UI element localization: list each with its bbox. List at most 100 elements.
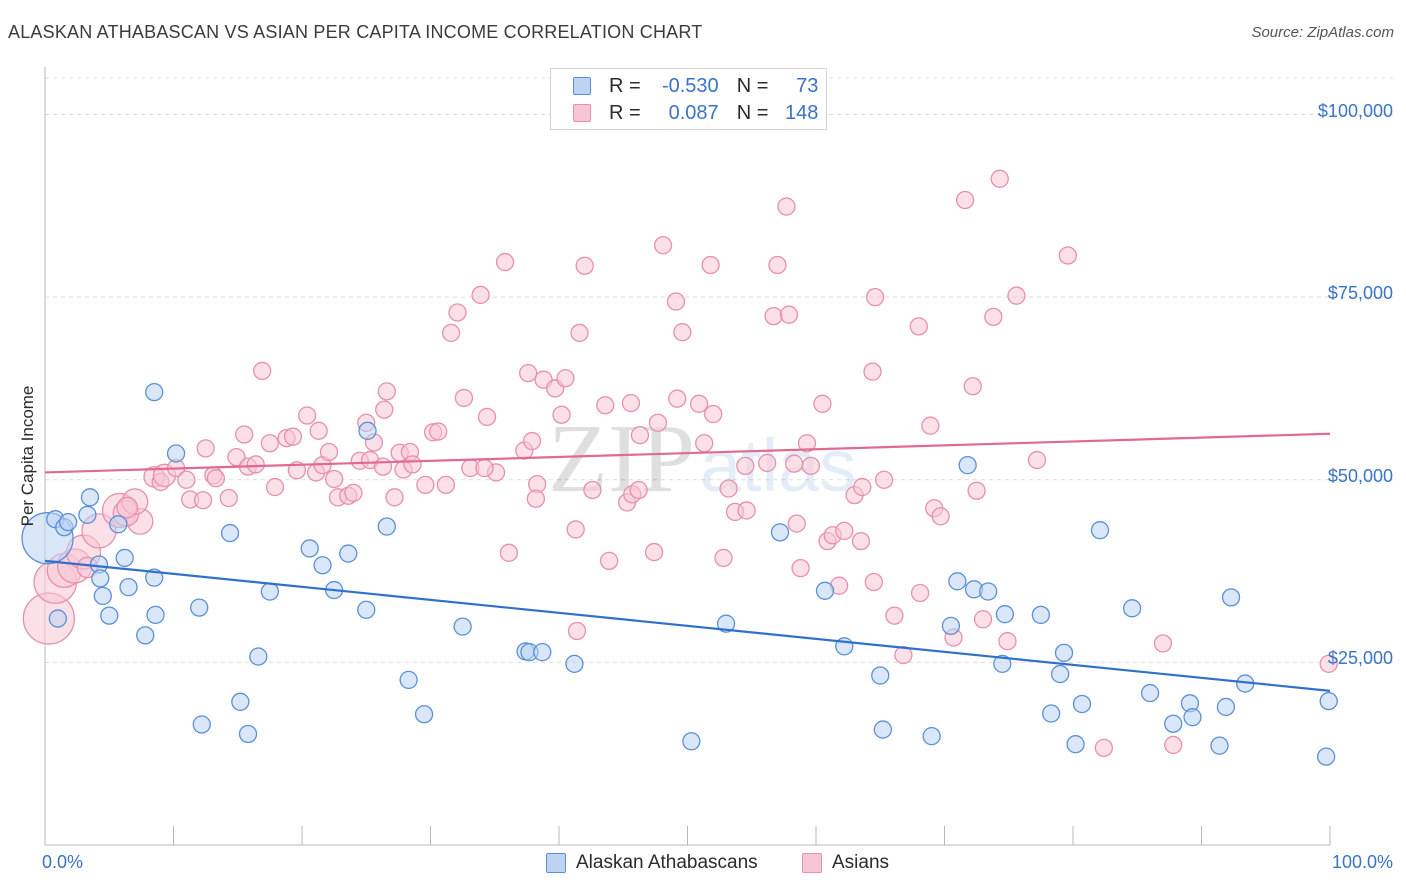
- legend-label: Alaskan Athabascans: [576, 852, 758, 873]
- asian-point: [990, 169, 1009, 188]
- asian-point: [695, 434, 714, 453]
- athabascan-point: [238, 724, 258, 744]
- series-legend: Alaskan Athabascans Asians: [0, 852, 1406, 878]
- athabascan-point: [91, 569, 110, 588]
- legend-item-athabascans[interactable]: Alaskan Athabascans: [546, 852, 758, 874]
- asian-point: [441, 323, 461, 343]
- athabascan-point: [1031, 605, 1051, 625]
- asian-point: [253, 361, 272, 381]
- athabascan-point: [115, 548, 134, 568]
- y-tick-label: $100,000: [1317, 100, 1393, 121]
- legend-row-asians: R = 0.087 N = 148: [573, 101, 818, 125]
- legend-item-asians[interactable]: Asians: [802, 852, 889, 874]
- asian-point: [567, 621, 587, 641]
- asian-point: [193, 491, 213, 510]
- athabascan-point: [1221, 588, 1241, 607]
- asian-point: [668, 389, 687, 408]
- legend-row-athabascans: R = -0.530 N = 73: [573, 74, 819, 98]
- alaskan-athabascans-points: [21, 382, 1338, 766]
- athabascan-point: [119, 577, 138, 597]
- asian-point: [955, 190, 975, 210]
- asian-point: [787, 514, 806, 533]
- athabascan-point: [48, 609, 67, 628]
- legend-label: Asians: [832, 852, 890, 873]
- athabascan-point: [1122, 599, 1142, 618]
- asian-point: [701, 255, 720, 275]
- asian-point: [377, 382, 396, 401]
- athabascan-point: [941, 616, 961, 636]
- athabascan-point: [716, 614, 736, 633]
- asian-point: [522, 431, 542, 451]
- asian-point: [599, 551, 619, 570]
- athabascan-point: [873, 720, 892, 739]
- athabascan-point: [533, 643, 552, 662]
- athabascan-point: [220, 523, 240, 543]
- asian-point: [737, 501, 756, 520]
- r-label: R =: [609, 74, 641, 97]
- x-tick-label-max: 100.0%: [1331, 852, 1393, 872]
- asian-point: [246, 455, 265, 474]
- athabascan-point: [1319, 691, 1338, 711]
- asian-point: [429, 422, 448, 441]
- blue-swatch: [573, 77, 591, 95]
- n-value: 73: [796, 74, 819, 97]
- athabascan-point: [358, 421, 377, 440]
- asian-point: [630, 426, 650, 445]
- athabascan-point: [313, 556, 332, 575]
- athabascan-point: [249, 647, 268, 666]
- asian-point: [666, 292, 686, 311]
- asian-point: [1153, 634, 1173, 653]
- asian-point: [813, 394, 832, 413]
- asian-point: [283, 427, 303, 446]
- asian-point: [1164, 735, 1183, 755]
- blue-swatch: [546, 853, 566, 873]
- asian-point: [495, 252, 515, 272]
- asian-point: [909, 317, 928, 336]
- asian-point: [967, 481, 986, 500]
- watermark-zip: ZIP: [548, 405, 695, 513]
- asian-point: [865, 287, 885, 307]
- asian-point: [454, 388, 474, 408]
- asian-point: [448, 303, 467, 322]
- athabascan-point: [1054, 643, 1074, 663]
- asian-point: [736, 456, 755, 476]
- athabascans-trend-line: [44, 559, 1331, 692]
- asian-point: [116, 496, 139, 519]
- asian-point: [1007, 286, 1026, 305]
- asian-point: [714, 548, 733, 568]
- asian-point: [436, 475, 456, 495]
- asian-point: [644, 542, 664, 562]
- x-tick-label-min: 0.0%: [42, 852, 84, 872]
- asian-point: [566, 520, 585, 539]
- athabascan-point: [1216, 697, 1236, 717]
- asian-point: [477, 407, 497, 427]
- athabascan-point: [993, 654, 1012, 673]
- source-note: Source: ZipAtlas.com: [1251, 24, 1394, 41]
- y-tick-label: $75,000: [1327, 283, 1393, 304]
- athabascan-point: [815, 581, 835, 600]
- athabascan-point: [1072, 694, 1092, 714]
- asian-point: [779, 305, 799, 324]
- asian-point: [499, 543, 519, 562]
- athabascan-point: [100, 606, 119, 625]
- athabascan-point: [922, 727, 941, 746]
- asian-point: [475, 458, 494, 478]
- asian-point: [319, 442, 339, 462]
- athabascan-point: [93, 586, 112, 606]
- athabascan-point: [357, 600, 376, 619]
- asian-point: [177, 470, 196, 489]
- athabascan-point: [958, 456, 977, 475]
- athabascan-point: [166, 444, 186, 463]
- athabascan-point: [339, 544, 358, 563]
- asian-point: [797, 434, 817, 453]
- asian-point: [344, 483, 363, 503]
- athabascan-point: [1066, 735, 1085, 754]
- n-label: N =: [736, 101, 769, 124]
- asian-point: [373, 457, 393, 476]
- y-tick-label: $25,000: [1327, 648, 1393, 669]
- athabascan-point: [1090, 521, 1110, 540]
- gridlines: [45, 77, 1393, 663]
- athabascan-point: [80, 488, 100, 507]
- asian-point: [260, 434, 280, 453]
